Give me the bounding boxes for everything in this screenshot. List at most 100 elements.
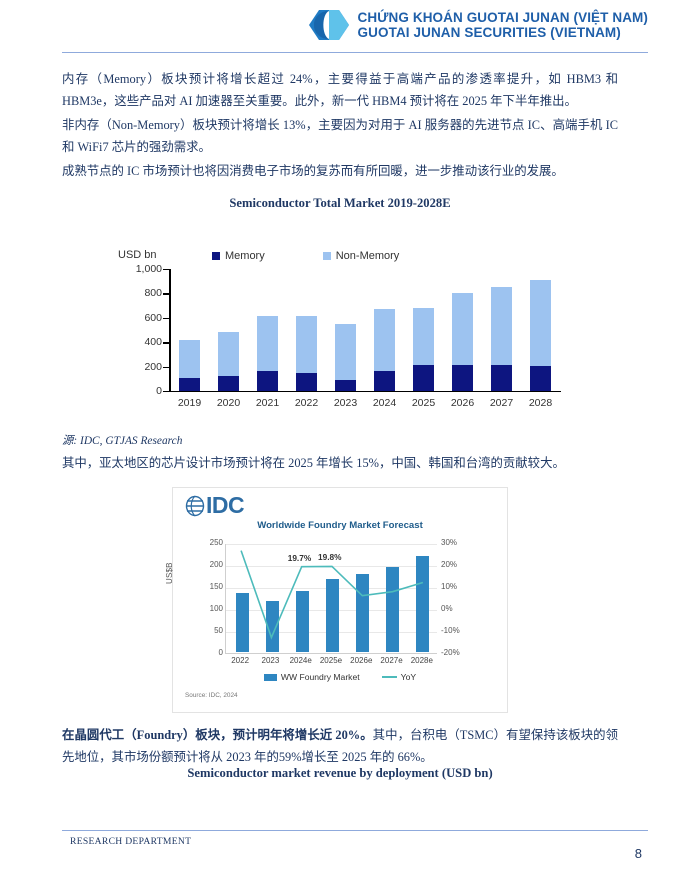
idc-legend-swatch-bar: [263, 673, 277, 681]
idc-source-note: Source: IDC, 2024: [185, 692, 238, 699]
footer-divider: [62, 830, 648, 831]
chart1-bar: [413, 269, 434, 391]
idc-chart-title: Worldwide Foundry Market Forecast: [257, 520, 423, 531]
chart1-x-label: 2022: [294, 397, 319, 409]
legend-label-non-memory: Non-Memory: [335, 250, 400, 262]
chart1-bar: [218, 269, 239, 391]
idc-legend: WW Foundry Market YoY: [173, 672, 507, 682]
paragraph-foundry-rest: 其中，台积电（TSMC）有望保持该板块的领先地位，其市场份额预计将从 2023 …: [62, 728, 619, 764]
idc-bar: [415, 556, 429, 652]
idc-bar: [295, 590, 309, 652]
legend-swatch-memory: [212, 252, 220, 260]
idc-x-label: 2022: [231, 656, 250, 665]
chart1-source: 源: IDC, GTJAS Research: [62, 435, 183, 447]
chart1-y-axis-label: USD bn: [118, 249, 157, 261]
chart1-tick-600: [163, 317, 169, 320]
chart1-x-label: 2026: [450, 397, 475, 409]
paragraph-apac-design: 其中，亚太地区的芯片设计市场预计将在 2025 年增长 15%，中国、韩国和台湾…: [62, 456, 565, 470]
brand-text: CHỨNG KHOÁN GUOTAI JUNAN (VIỆT NAM) GUOT…: [358, 10, 648, 40]
paragraph-non-memory: 非内存（Non-Memory）板块预计将增长 13%，主要因为对用于 AI 服务…: [62, 118, 618, 154]
chart1-bar-segment-memory: [296, 373, 317, 391]
chart1-bar: [452, 269, 473, 391]
legend-swatch-non-memory: [322, 252, 331, 260]
idc-legend-label-foundry: WW Foundry Market: [280, 672, 360, 682]
chart1-bar-segment-non-memory: [374, 308, 395, 371]
idc-yoy-line: [226, 544, 438, 654]
chart1-bar-segment-memory: [413, 365, 434, 391]
chart1-bar-segment-non-memory: [530, 280, 551, 366]
idc-y-100: 100: [209, 604, 223, 613]
header-divider: [62, 52, 648, 53]
chart-semiconductor-total-market: Semiconductor Total Market 2019-2028E US…: [62, 196, 618, 428]
legend-item-non-memory: Non-Memory: [322, 250, 400, 262]
chart1-tick-1000: [163, 269, 169, 271]
idc-y2-30: 30%: [441, 538, 458, 547]
chart1-bar: [335, 269, 356, 391]
chart-idc-worldwide-foundry-forecast: IDC Worldwide Foundry Market Forecast US…: [165, 487, 508, 713]
chart1-x-tick-labels: 2019 2020 2021 2022 2023 2024 2025 2026 2027 2028: [170, 397, 560, 409]
y-tick-800: 800: [144, 287, 162, 300]
idc-legend-swatch-line: [381, 676, 397, 678]
chart1-bar-segment-memory: [179, 378, 200, 391]
lower-body-text: 在晶圆代工（Foundry）板块，预计明年将增长近 20%。其中，台积电（TSM…: [62, 724, 618, 770]
idc-legend-item-yoy: YoY: [381, 672, 416, 682]
y-tick-600: 600: [144, 311, 162, 324]
idc-y-0: 0: [218, 648, 223, 657]
chart1-bar-segment-memory: [374, 370, 395, 391]
idc-y-250: 250: [209, 538, 223, 547]
caption-semiconductor-revenue-by-deployment: Semiconductor market revenue by deployme…: [187, 766, 493, 780]
chart1-x-label: 2024: [372, 397, 397, 409]
idc-y2-m10: -10%: [441, 626, 460, 635]
chart1-tick-200: [163, 366, 169, 368]
chart1-bar-segment-memory: [530, 365, 551, 391]
brand-block: CHỨNG KHOÁN GUOTAI JUNAN (VIỆT NAM) GUOT…: [308, 8, 648, 42]
chart1-bars: [170, 269, 560, 391]
chart1-tick-800: [163, 293, 169, 295]
idc-bar: [355, 574, 369, 652]
idc-bars: [227, 543, 437, 652]
footer-department: RESEARCH DEPARTMENT: [70, 836, 192, 847]
chart1-tick-0: [163, 391, 169, 393]
idc-gridline-250: [226, 544, 437, 545]
y-tick-1000: 1,000: [135, 263, 162, 275]
idc-x-label: 2024e: [289, 656, 312, 665]
idc-x-label: 2027e: [380, 656, 403, 665]
chart1-bar: [374, 269, 395, 391]
chart1-bar: [491, 269, 512, 391]
chart1-x-label: 2028: [528, 397, 553, 409]
guotai-junan-hexagon-logo: [308, 10, 349, 40]
idc-y-200: 200: [209, 560, 223, 569]
idc-wordmark: IDC: [206, 492, 245, 518]
chart1-y-axis-line: [169, 269, 171, 391]
chart1-title: Semiconductor Total Market 2019-2028E: [229, 196, 451, 210]
idc-y-axis-label: US$B: [165, 562, 174, 584]
chart1-bar-segment-non-memory: [257, 316, 278, 371]
main-body-text: 内存（Memory）板块预计将增长超过 24%，主要得益于高端产品的渗透率提升，…: [62, 68, 618, 182]
chart1-x-label: 2023: [333, 397, 358, 409]
y-tick-200: 200: [144, 360, 162, 373]
idc-y-tick-labels-right: 30% 20% 10% 0% -10% -20%: [441, 538, 477, 658]
idc-x-label: 2025e: [319, 656, 343, 665]
chart1-bar-segment-memory: [335, 379, 356, 391]
brand-line-vi: CHỨNG KHOÁN GUOTAI JUNAN (VIỆT NAM): [357, 9, 648, 25]
paragraph-memory: 内存（Memory）板块预计将增长超过 24%，主要得益于高端产品的渗透率提升，…: [62, 72, 618, 108]
idc-data-label: 19.7%: [287, 552, 312, 563]
idc-bar: [265, 601, 279, 652]
y-tick-0: 0: [156, 385, 162, 397]
idc-logo: IDC: [185, 492, 245, 518]
idc-y-50: 50: [214, 626, 223, 635]
idc-bar: [235, 593, 249, 652]
chart1-bar: [296, 269, 317, 391]
idc-y2-20: 20%: [441, 560, 458, 569]
idc-plot-area: [225, 544, 437, 654]
chart1-x-label: 2025: [411, 397, 436, 409]
idc-y2-10: 10%: [441, 582, 458, 591]
chart1-bar: [530, 269, 551, 391]
chart1-bar-segment-non-memory: [413, 307, 434, 366]
idc-y-150: 150: [209, 582, 223, 591]
idc-x-label: 2026e: [350, 656, 373, 665]
chart1-legend: Memory Non-Memory: [212, 250, 399, 262]
chart1-tick-400: [163, 342, 169, 344]
chart1-bar-segment-memory: [218, 376, 239, 391]
legend-item-memory: Memory: [212, 250, 265, 262]
